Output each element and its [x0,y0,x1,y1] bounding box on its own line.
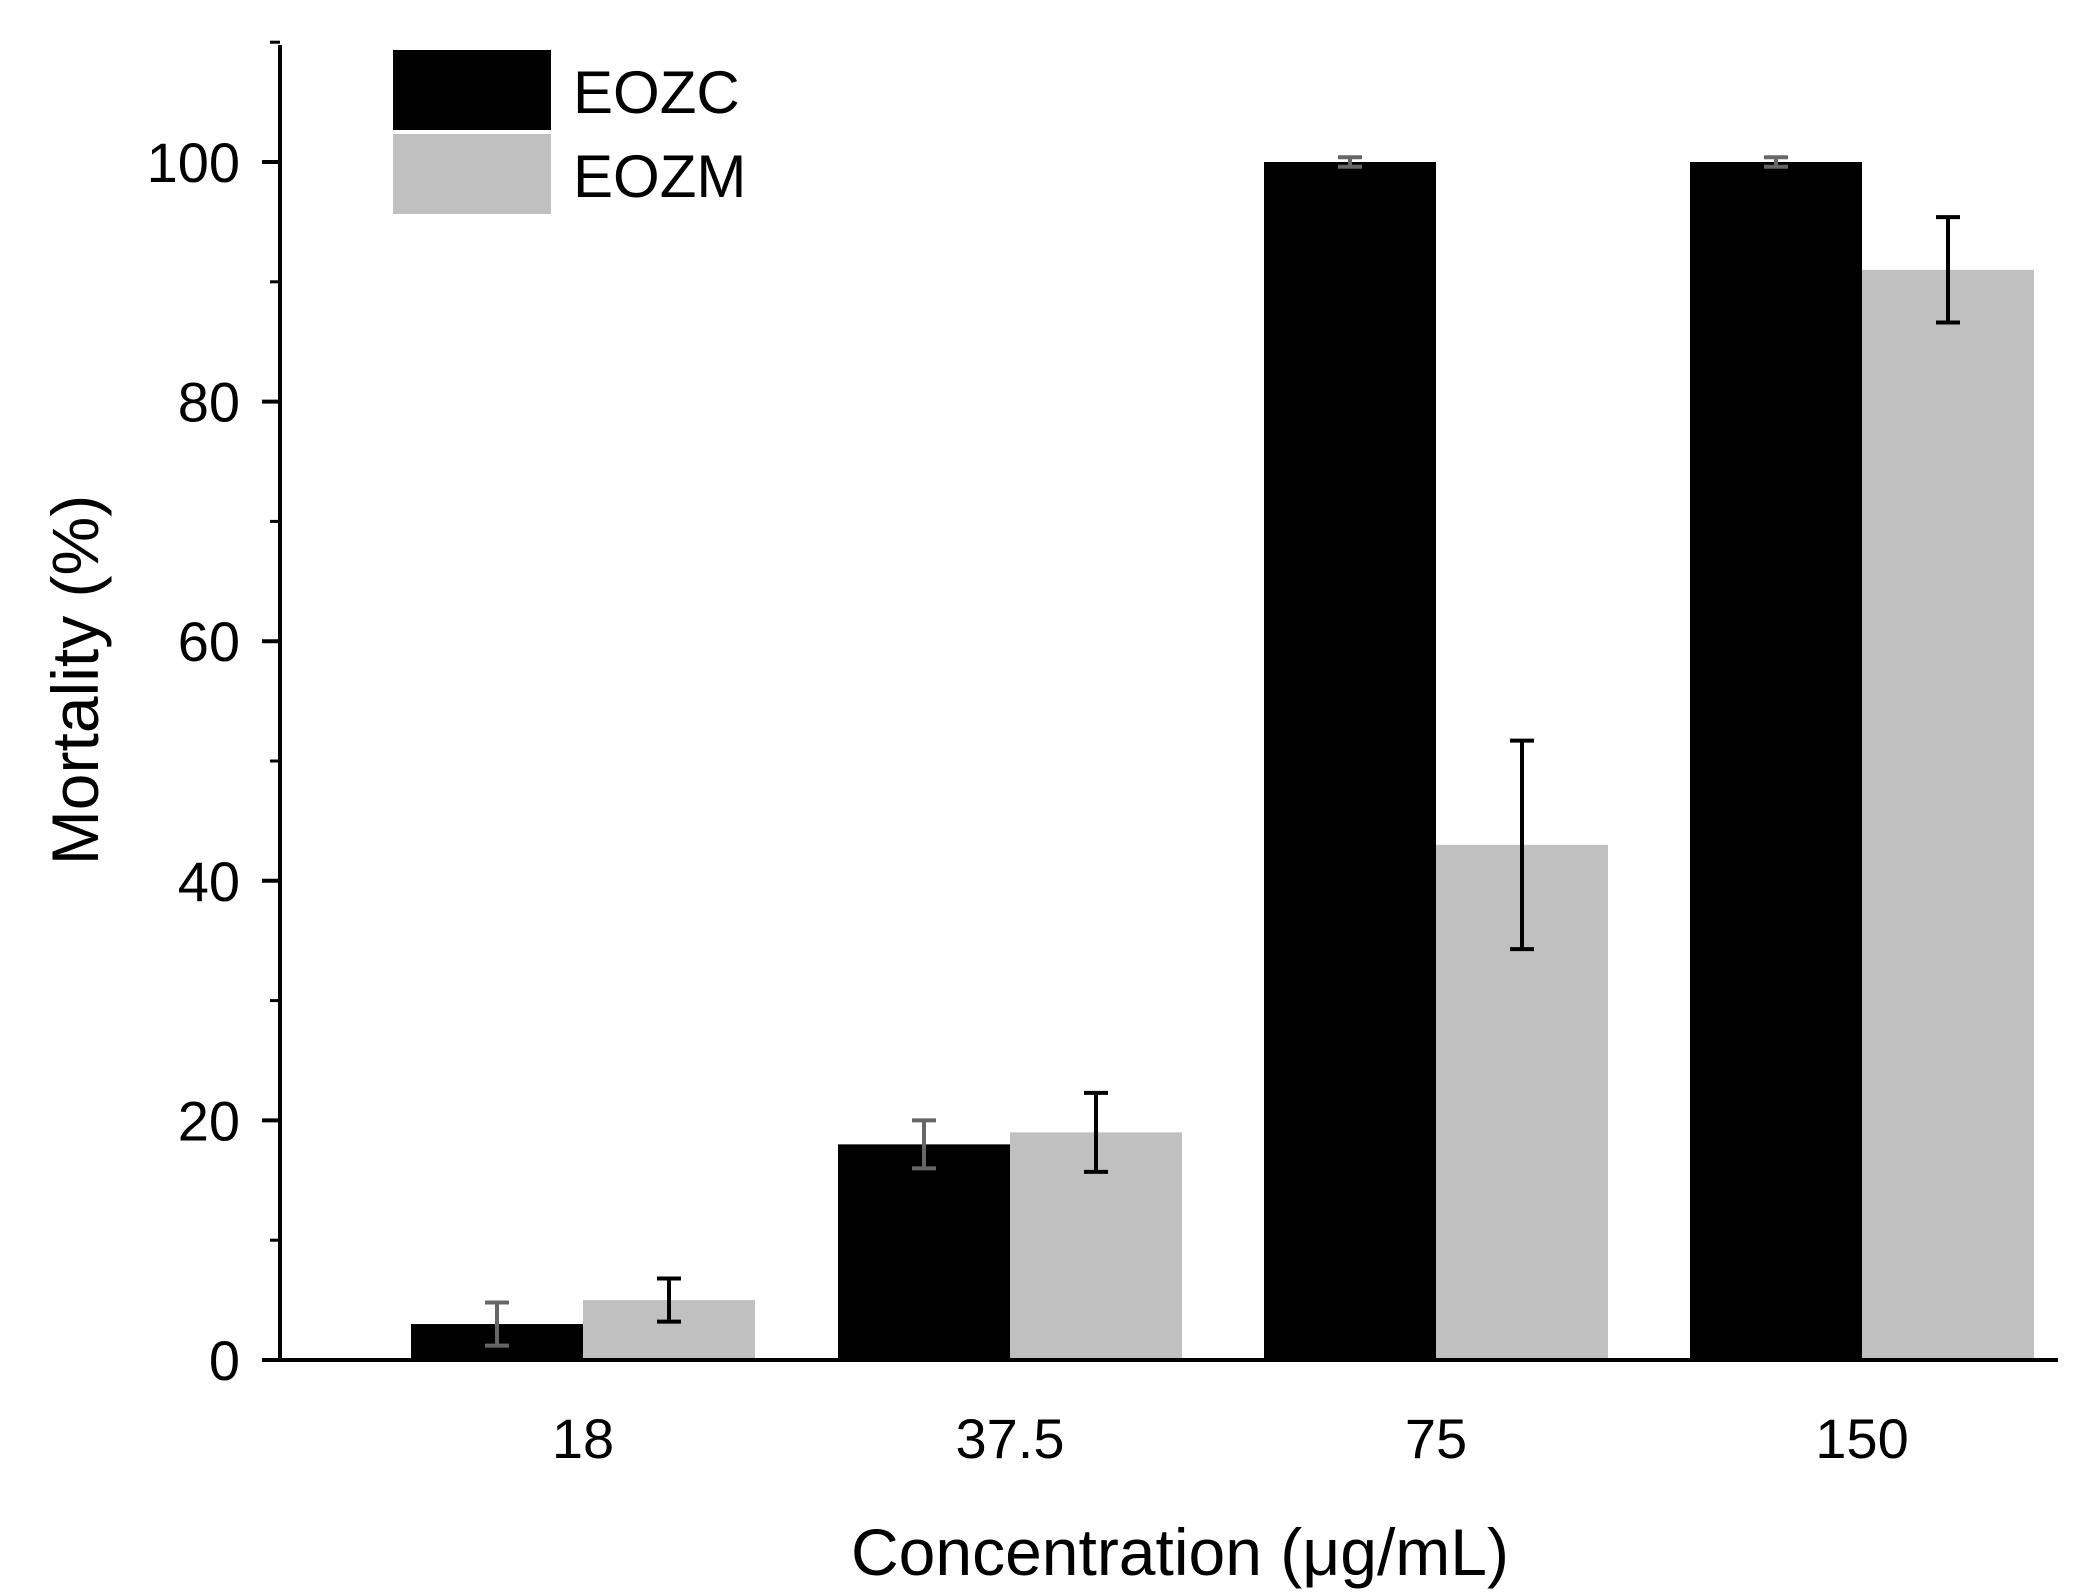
y-axis-title: Mortality (%) [38,495,112,865]
bar-eozc-150 [1690,162,1862,1360]
legend-swatch-eozm [393,134,551,214]
x-tick-label: 37.5 [956,1407,1065,1470]
legend-swatch-eozc [393,50,551,130]
y-tick-label: 0 [209,1329,240,1392]
error-bar-eozc-37.5 [912,1118,936,1171]
bar-eozm-150 [1862,269,2034,1360]
legend-label-eozm: EOZM [573,143,746,210]
x-tick-label: 18 [552,1407,614,1470]
x-tick-label: 150 [1815,1407,1908,1470]
y-tick-label: 20 [178,1089,240,1152]
error-bar-eozm-75 [1510,738,1534,952]
error-bar-eozm-150 [1936,215,1960,325]
x-tick-label: 75 [1405,1407,1467,1470]
bar-eozc-37.5 [838,1144,1010,1360]
x-ticks-group: 18 37.5 75 150 [552,1407,1909,1470]
y-tick-label: 100 [147,131,240,194]
bars-group [411,162,2034,1360]
axes [278,45,2058,1362]
y-tick-label: 60 [178,610,240,673]
legend: EOZC EOZM [393,50,746,214]
error-bar-eozc-150 [1764,155,1788,169]
bar-eozc-75 [1264,162,1436,1360]
y-tick-label: 40 [178,850,240,913]
y-ticks-group: 0 20 40 60 80 100 [147,40,280,1392]
error-bar-eozm-37.5 [1084,1090,1108,1174]
error-bar-eozc-75 [1338,155,1362,169]
error-bar-eozc-18 [485,1300,509,1348]
y-tick-label: 80 [178,371,240,434]
legend-label-eozc: EOZC [573,59,740,126]
x-axis-title: Concentration (μg/mL) [851,1515,1509,1589]
error-bars-group [485,155,1960,1348]
error-bar-eozm-18 [657,1276,681,1324]
